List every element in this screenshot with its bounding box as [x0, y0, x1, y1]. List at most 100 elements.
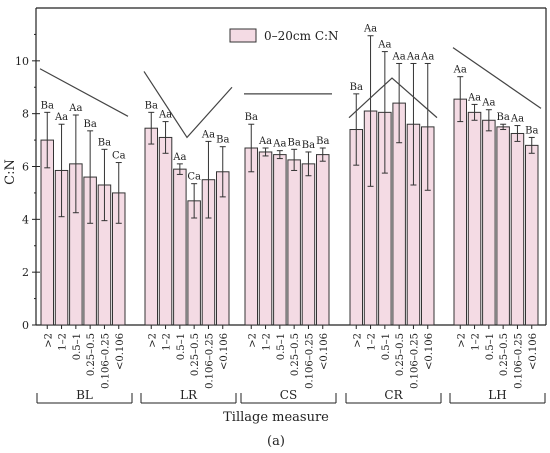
- category-label: 0.25–0.5: [86, 333, 97, 376]
- legend-label: 0–20cm C:N: [264, 29, 339, 43]
- bar: [525, 144, 539, 326]
- category-label: 1–2: [162, 333, 173, 351]
- significance-label: Ba: [245, 112, 258, 123]
- significance-label: Ba: [302, 140, 315, 151]
- significance-label: Ba: [145, 100, 158, 111]
- category-label: 0.106–0.25: [304, 333, 315, 389]
- category-label: <0.106: [528, 333, 539, 370]
- y-tick-label: 2: [22, 266, 29, 279]
- group-label: LR: [180, 388, 198, 402]
- category-label: 0.25–0.5: [499, 333, 510, 376]
- group-label: CR: [384, 388, 403, 402]
- category-label: <0.106: [424, 333, 435, 370]
- category-label: 0.25–0.5: [190, 333, 201, 376]
- significance-label: Ba: [287, 137, 300, 148]
- category-label: 0.106–0.25: [204, 333, 215, 389]
- significance-label: Ba: [316, 136, 329, 147]
- category-label: 1–2: [262, 333, 273, 351]
- category-label: 0.106–0.25: [100, 333, 111, 389]
- significance-label: Ba: [83, 119, 96, 130]
- significance-label: Aa: [453, 65, 467, 76]
- significance-label: Aa: [201, 129, 215, 140]
- y-tick-label: 4: [22, 213, 29, 226]
- significance-label: Aa: [420, 51, 434, 62]
- bar: [482, 119, 496, 326]
- bar: [453, 98, 467, 326]
- category-label: 0.5–1: [381, 333, 392, 360]
- category-label: >2: [147, 333, 158, 348]
- bar: [258, 151, 273, 326]
- significance-label: Aa: [272, 139, 286, 150]
- significance-label: Ba: [98, 137, 111, 148]
- category-label: 0.5–1: [176, 333, 187, 360]
- bar: [301, 163, 316, 326]
- significance-label: Aa: [481, 98, 495, 109]
- group-label: LH: [488, 388, 506, 402]
- significance-label: Aa: [510, 114, 524, 125]
- significance-label: Aa: [467, 92, 481, 103]
- significance-label: Ca: [112, 151, 126, 162]
- bar: [144, 127, 158, 326]
- category-label: 0.25–0.5: [290, 333, 301, 376]
- legend-swatch: [229, 28, 257, 43]
- labels-layer: 0 2 4 6 8 10 Ba >2 Aa 1–2 Aa 0.5–1 Ba 0.25–0.5 Ba 0.106…: [15, 24, 539, 402]
- bar: [316, 154, 330, 326]
- category-label: <0.106: [319, 333, 330, 370]
- category-label: 0.5–1: [72, 333, 83, 360]
- bar: [158, 136, 173, 326]
- significance-label: Aa: [158, 110, 172, 121]
- bar: [244, 147, 258, 326]
- category-label: <0.106: [115, 333, 126, 370]
- significance-label: Aa: [54, 112, 68, 123]
- category-label: >2: [43, 333, 54, 348]
- category-label: >2: [352, 333, 363, 348]
- bar: [510, 132, 525, 326]
- panel-label: (a): [267, 434, 285, 449]
- y-tick-label: 6: [22, 161, 29, 174]
- significance-label: Aa: [406, 51, 420, 62]
- category-label: 0.25–0.5: [395, 333, 406, 376]
- trend-line: [452, 47, 542, 109]
- significance-label: Aa: [392, 51, 406, 62]
- bar: [496, 126, 510, 326]
- bars-layer: [40, 35, 539, 326]
- bar: [467, 111, 482, 326]
- category-label: <0.106: [219, 333, 230, 370]
- significance-label: Aa: [363, 24, 377, 35]
- significance-label: Ba: [216, 135, 229, 146]
- category-label: >2: [456, 333, 467, 348]
- trend-line: [348, 77, 438, 119]
- trend-lines-layer: [39, 47, 542, 139]
- trend-line: [39, 68, 129, 117]
- category-label: 0.5–1: [276, 333, 287, 360]
- category-label: 1–2: [58, 333, 69, 351]
- legend: 0–20cm C:N: [229, 28, 339, 43]
- y-tick-label: 8: [22, 108, 29, 121]
- group-label: CS: [280, 388, 297, 402]
- group-label: BL: [76, 388, 93, 402]
- x-axis-title: Tillage measure: [223, 410, 329, 425]
- significance-label: Aa: [68, 103, 82, 114]
- category-label: 0.5–1: [485, 333, 496, 360]
- y-axis-title: C:N: [3, 159, 18, 185]
- significance-label: Ba: [350, 82, 363, 93]
- category-label: 1–2: [367, 333, 378, 351]
- category-label: 0.106–0.25: [409, 333, 420, 389]
- bar: [187, 200, 201, 326]
- significance-label: Aa: [258, 136, 272, 147]
- significance-label: Ba: [525, 125, 538, 136]
- significance-label: Ca: [187, 172, 201, 183]
- significance-label: Ba: [496, 112, 509, 123]
- y-tick-label: 10: [15, 55, 29, 68]
- significance-label: Aa: [377, 40, 391, 51]
- significance-label: Aa: [172, 152, 186, 163]
- category-label: >2: [247, 333, 258, 348]
- bar: [273, 154, 287, 326]
- category-label: 1–2: [471, 333, 482, 351]
- bar: [173, 168, 187, 326]
- trend-line: [143, 71, 233, 139]
- category-label: 0.106–0.25: [513, 333, 524, 389]
- bar: [287, 159, 301, 326]
- significance-label: Ba: [41, 100, 54, 111]
